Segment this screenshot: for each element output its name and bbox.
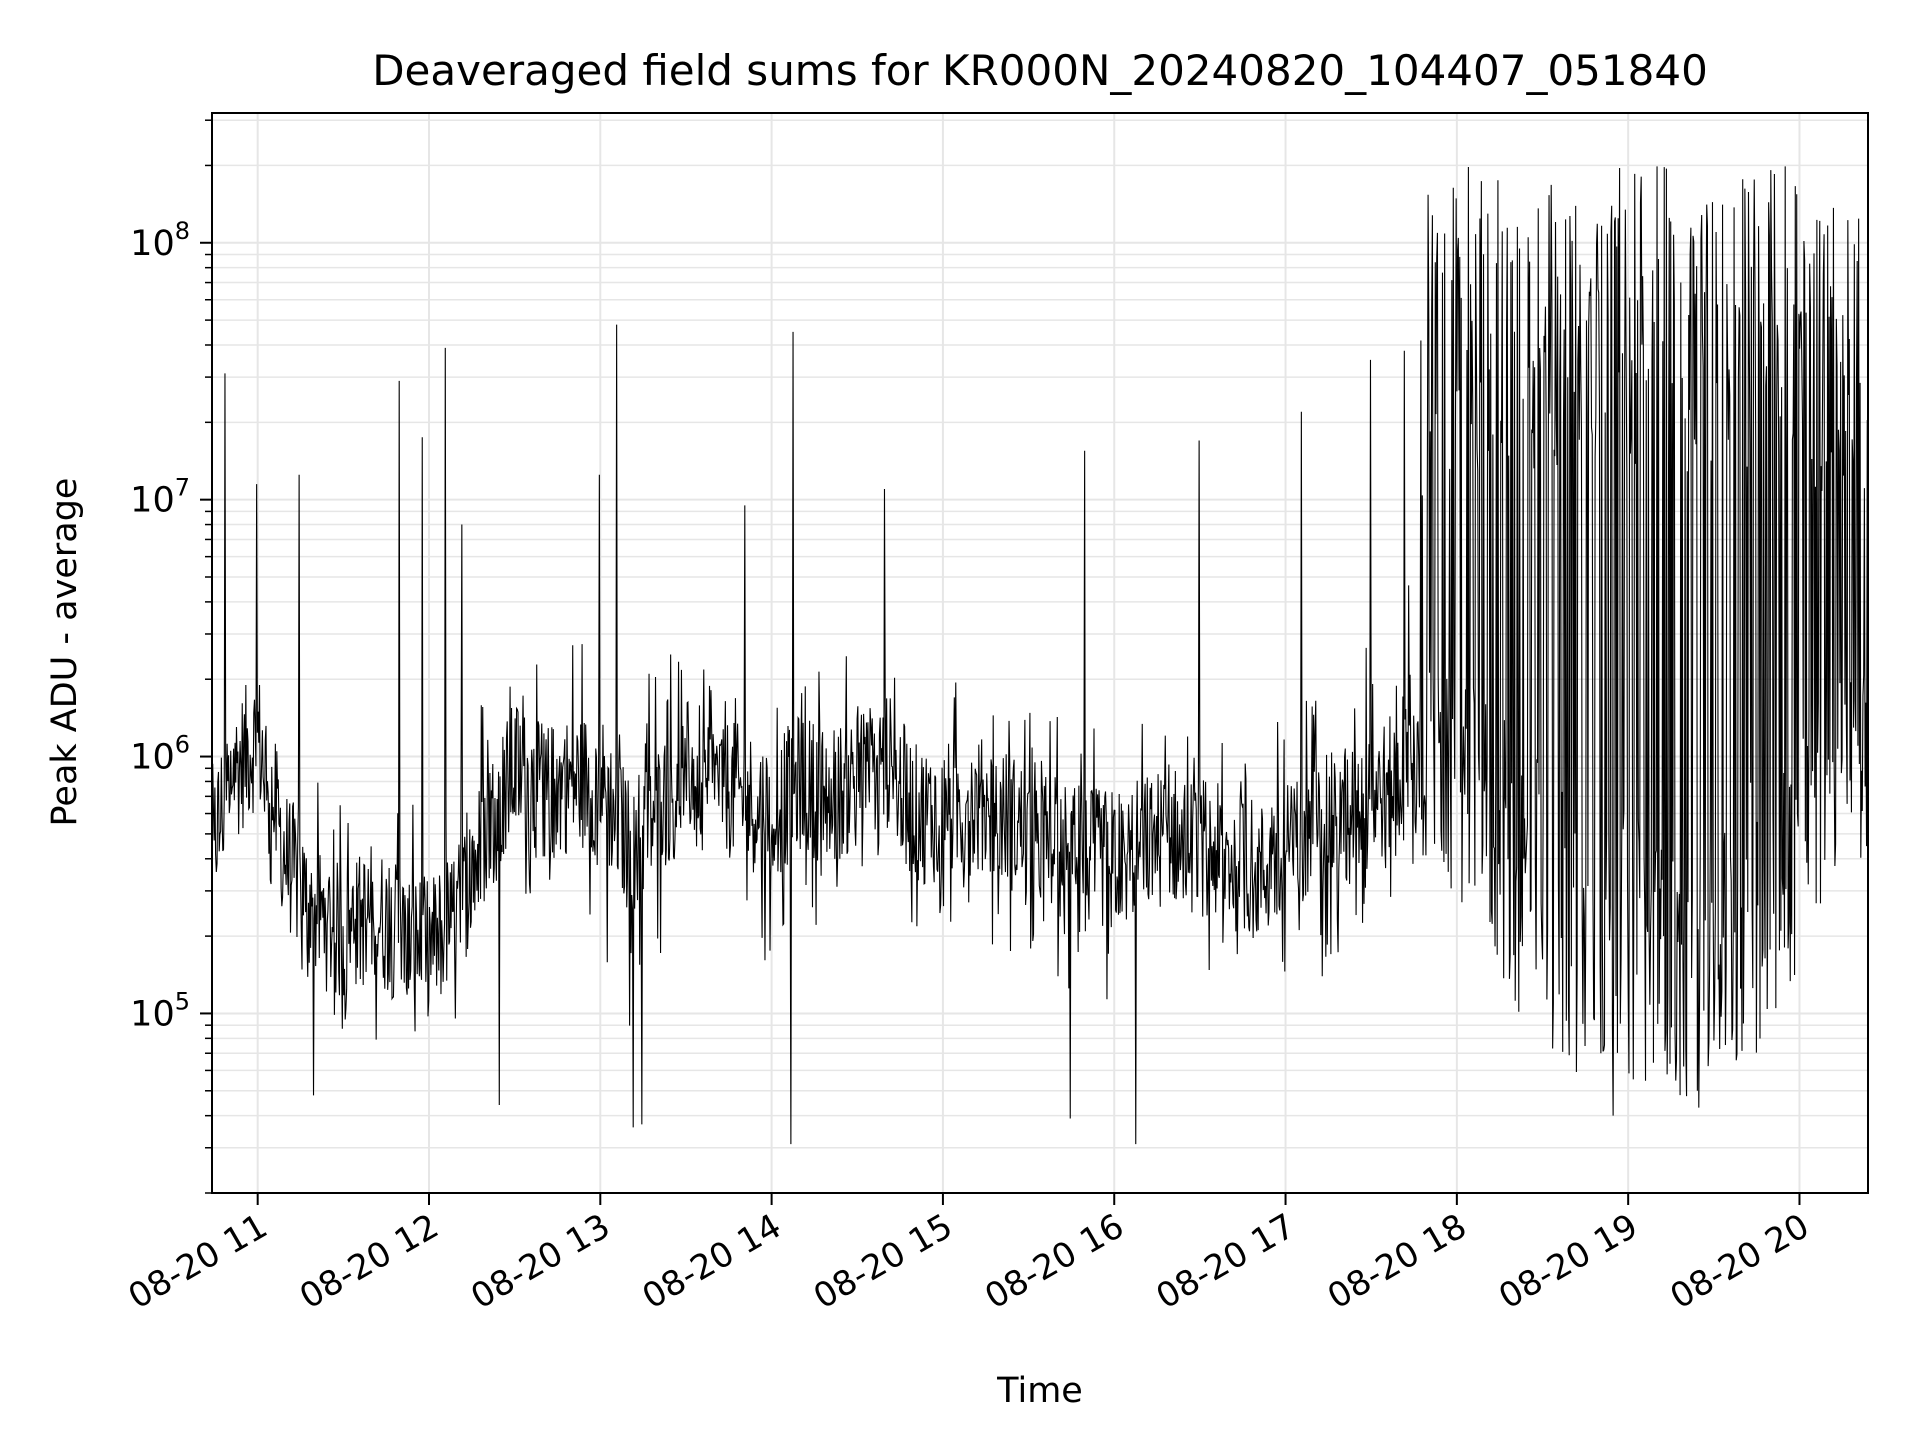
y-axis-label: Peak ADU - average <box>45 478 85 827</box>
y-tick-base: 10 <box>130 224 175 264</box>
plot-frame <box>211 112 1869 1194</box>
y-tick-base: 10 <box>130 994 175 1034</box>
plot-area <box>212 166 1868 1145</box>
y-tick-label: 106 <box>130 731 190 778</box>
y-tick-base: 10 <box>130 481 175 521</box>
y-tick-label: 108 <box>130 217 190 264</box>
grid <box>212 113 1868 1194</box>
y-tick-base: 10 <box>130 738 175 778</box>
y-tick-label: 105 <box>130 987 190 1034</box>
y-tick-exponent: 8 <box>175 217 190 245</box>
y-tick-label: 107 <box>130 474 190 521</box>
chart-title: Deaveraged field sums for KR000N_2024082… <box>372 46 1708 95</box>
x-axis-label: Time <box>996 1371 1083 1411</box>
y-tick-exponent: 7 <box>175 474 190 502</box>
y-tick-exponent: 6 <box>175 731 190 759</box>
data-series-line <box>212 166 1868 1145</box>
y-tick-exponent: 5 <box>175 987 190 1015</box>
